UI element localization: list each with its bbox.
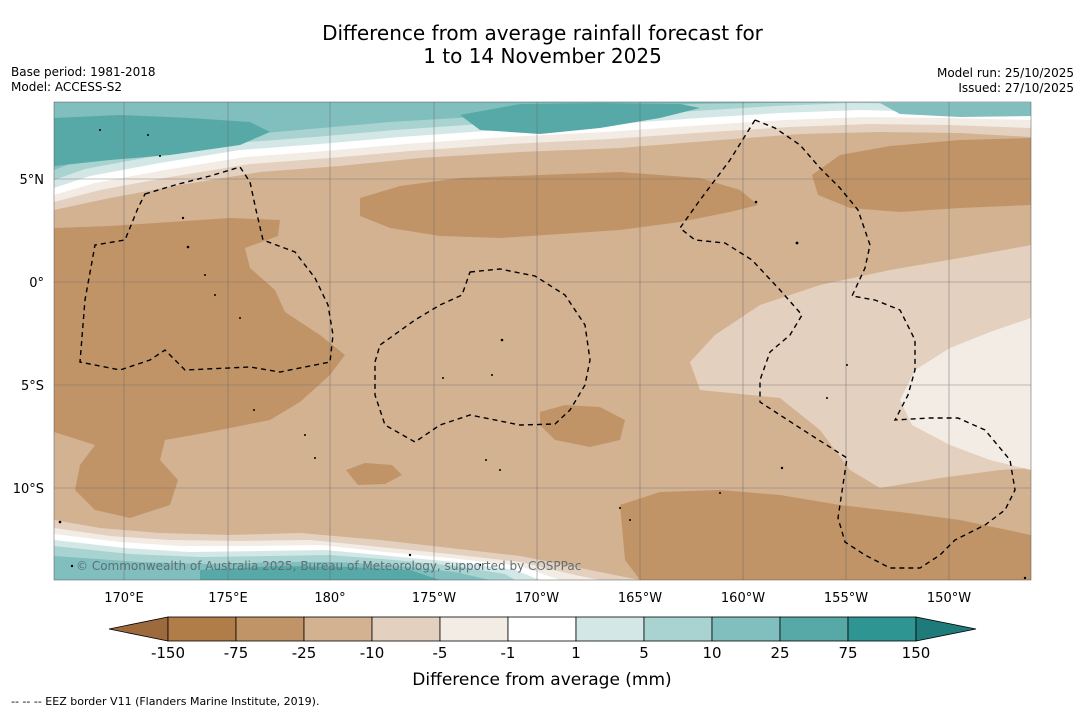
map-title: Difference from average rainfall forecas…	[0, 22, 1085, 68]
band-minus75-minus25-south-east	[620, 490, 1031, 580]
colorbar-swatch	[847, 616, 917, 642]
colorbar-tick-label: 25	[770, 644, 789, 662]
colorbar-swatch	[235, 616, 305, 642]
colorbar-swatch	[643, 616, 713, 642]
colorbar-extend-low	[108, 616, 169, 642]
issued-date: Issued: 27/10/2025	[958, 81, 1074, 95]
band-minus75-minus25-small-1	[540, 405, 625, 447]
colorbar-swatch	[371, 616, 441, 642]
band-plus25-plus75-north-west	[54, 115, 270, 166]
lat-label-5s: 5°S	[21, 379, 44, 394]
band-plus10-north-east	[880, 103, 1031, 117]
eez-tokelau-samoa	[374, 268, 591, 443]
meta-left: Base period: 1981-2018 Model: ACCESS-S2	[11, 65, 156, 95]
graticule	[54, 102, 1031, 580]
colorbar-tick-label: 1	[571, 644, 581, 662]
model-run: Model run: 25/10/2025	[936, 66, 1074, 80]
lon-label-170w: 170°W	[515, 591, 559, 606]
lon-axis-labels: 170°E 175°E 180° 175°W 170°W 165°W 160°W…	[104, 591, 971, 606]
eez-line-islands	[679, 119, 1016, 569]
band-minus75-minus25-north-centre	[360, 172, 758, 238]
colorbar-tick-label: -75	[224, 644, 249, 662]
band-minus75-minus25-west	[54, 218, 345, 518]
colorbar-tick-label: -5	[433, 644, 448, 662]
model-name: Model: ACCESS-S2	[11, 80, 123, 94]
eez-borders	[79, 119, 1016, 569]
colorbar-tick-label: -1	[501, 644, 516, 662]
lat-label-0: 0°	[29, 276, 44, 291]
lon-label-175e: 175°E	[208, 591, 248, 606]
colorbar-swatch	[575, 616, 645, 642]
colorbar-swatch	[167, 616, 237, 642]
lat-label-10s: 10°S	[13, 482, 44, 497]
islands	[58, 129, 1027, 580]
lat-axis-labels: 5°N 0° 5°S 10°S	[13, 173, 44, 497]
lon-label-165w: 165°W	[618, 591, 662, 606]
lon-label-155w: 155°W	[824, 591, 868, 606]
colorbar-tick-label: 5	[639, 644, 649, 662]
colorbar-swatch	[439, 616, 509, 642]
band-plus10-plus25-north	[54, 102, 860, 170]
band-minus5-minus1-east	[900, 318, 1031, 470]
copyright-credit: © Commonwealth of Australia 2025, Bureau…	[76, 559, 581, 573]
eez-legend-note: -- -- -- EEZ border V11 (Flanders Marine…	[11, 695, 320, 708]
colorbar-tick-label: -25	[292, 644, 317, 662]
band-minus75-minus25-north-east	[812, 138, 1031, 212]
lon-label-170e: 170°E	[104, 591, 144, 606]
colorbar-tick-label: -10	[360, 644, 385, 662]
meta-right: Model run: 25/10/2025 Issued: 27/10/2025	[937, 66, 1074, 96]
colorbar-swatch	[711, 616, 781, 642]
colorbar: -150 -75 -25 -10 -5 -1 1 5 10 25 75 150	[108, 616, 977, 662]
band-plus25-south	[200, 566, 440, 580]
colorbar-tick-label: 10	[702, 644, 721, 662]
lon-label-150w: 150°W	[927, 591, 971, 606]
map-panel: © Commonwealth of Australia 2025, Bureau…	[54, 102, 1031, 580]
colorbar-swatch	[507, 616, 577, 642]
lon-label-175w: 175°W	[412, 591, 456, 606]
colorbar-tick-label: -150	[151, 644, 185, 662]
lon-label-180: 180°	[314, 591, 345, 606]
colorbar-title: Difference from average (mm)	[412, 670, 671, 690]
colorbar-extend-high	[915, 616, 977, 642]
title-line-2: 1 to 14 November 2025	[423, 44, 662, 68]
colorbar-swatch	[303, 616, 373, 642]
base-period: Base period: 1981-2018	[11, 65, 156, 79]
colorbar-tick-label: 75	[838, 644, 857, 662]
map-frame	[53, 101, 1032, 581]
title-line-1: Difference from average rainfall forecas…	[322, 21, 763, 45]
band-minus75-minus25-small-2	[346, 463, 402, 485]
colorbar-swatch	[779, 616, 849, 642]
lat-label-5n: 5°N	[20, 173, 45, 188]
colorbar-tick-label: 150	[902, 644, 931, 662]
lon-label-160w: 160°W	[721, 591, 765, 606]
eez-tuvalu-kiribati	[79, 166, 334, 373]
